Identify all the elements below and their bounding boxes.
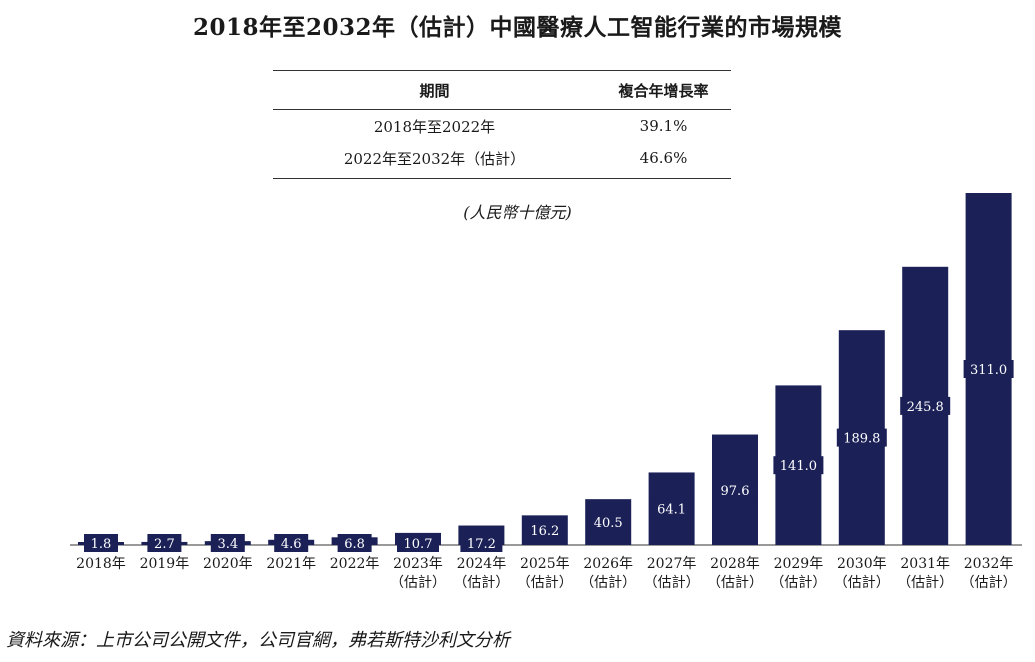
cagr-rate: 39.1% <box>639 117 688 135</box>
cagr-rate: 46.6% <box>639 149 688 167</box>
x-tick-label: 2025年 <box>520 556 570 572</box>
value-label-box <box>900 396 951 415</box>
x-tick-label: （估計） <box>644 575 700 591</box>
value-label: 245.8 <box>907 400 944 415</box>
x-tick-label: （估計） <box>707 575 763 591</box>
value-label: 64.1 <box>657 503 686 518</box>
value-label-box <box>714 480 756 499</box>
value-label-box <box>147 534 182 552</box>
source-note: 資料來源：上市公司公開文件，公司官網，弗若斯特沙利文分析 <box>6 630 510 651</box>
x-tick-label: 2032年 <box>964 556 1014 572</box>
value-label: 3.4 <box>217 537 238 552</box>
value-label-box <box>274 534 309 552</box>
value-label-box <box>84 534 118 552</box>
cagr-row: 2022年至2032年（估計） 46.6% <box>273 142 731 178</box>
value-label: 97.6 <box>721 484 750 499</box>
value-label-box <box>460 534 503 552</box>
cagr-table: 期間 複合年增長率 2018年至2022年 39.1% 2022年至2032年（… <box>273 70 731 179</box>
x-tick-label: 2023年 <box>393 556 443 572</box>
value-label-box <box>523 521 566 540</box>
value-label-box <box>587 513 630 532</box>
value-label: 6.8 <box>344 537 365 552</box>
value-label-box <box>397 534 439 552</box>
value-label-box <box>210 534 245 552</box>
x-tick-label: 2026年 <box>583 556 633 572</box>
cagr-row: 2018年至2022年 39.1% <box>273 110 731 142</box>
x-tick-label: 2021年 <box>266 556 316 572</box>
x-tick-label: 2024年 <box>457 556 507 572</box>
x-tick-label: 2020年 <box>203 556 253 572</box>
value-label: 2.7 <box>154 537 175 552</box>
value-label: 40.5 <box>594 516 623 531</box>
x-tick-label: 2019年 <box>140 556 190 572</box>
cagr-period: 2018年至2022年 <box>373 117 496 136</box>
x-tick-label: （估計） <box>897 575 953 591</box>
value-label: 16.2 <box>530 524 559 539</box>
unit-label: (人民幣十億元) <box>463 203 572 222</box>
value-label: 141.0 <box>780 459 817 474</box>
x-tick-label: 2018年 <box>76 556 126 572</box>
x-tick-label: 2031年 <box>900 556 950 572</box>
chart-title: 2018年至2032年（估計）中國醫療人工智能行業的市場規模 <box>192 14 843 41</box>
x-tick-label: 2030年 <box>837 556 887 572</box>
value-label-box <box>836 428 887 447</box>
value-label: 10.7 <box>404 537 433 552</box>
x-tick-label: （估計） <box>961 575 1017 591</box>
bar-chart: 1.8 2018年 2.7 2019年 3.4 2020年 4.6 2021年 6.8 2022年… <box>70 193 1022 591</box>
cagr-table-header: 期間 複合年增長率 <box>273 71 731 110</box>
x-tick-label: （估計） <box>517 575 573 591</box>
x-tick-label: （估計） <box>580 575 636 591</box>
x-tick-label: （估計） <box>453 575 509 591</box>
cagr-period: 2022年至2032年（估計） <box>343 149 526 168</box>
value-label-box <box>337 534 372 552</box>
value-label: 17.2 <box>467 537 496 552</box>
value-label-box <box>773 456 824 475</box>
value-label: 1.8 <box>91 537 112 552</box>
x-tick-label: 2027年 <box>647 556 697 572</box>
x-tick-label: 2022年 <box>330 556 380 572</box>
value-label: 189.8 <box>843 432 880 447</box>
value-label: 311.0 <box>970 363 1007 378</box>
cagr-header-rate: 複合年增長率 <box>618 81 709 100</box>
cagr-header-period: 期間 <box>419 81 450 100</box>
x-tick-label: （估計） <box>834 575 890 591</box>
x-tick-label: 2029年 <box>774 556 824 572</box>
x-tick-label: （估計） <box>770 575 826 591</box>
value-label-box <box>963 360 1014 378</box>
value-label: 4.6 <box>281 537 302 552</box>
value-label-box <box>650 499 693 518</box>
x-tick-label: （估計） <box>390 575 446 591</box>
x-tick-label: 2028年 <box>710 556 760 572</box>
